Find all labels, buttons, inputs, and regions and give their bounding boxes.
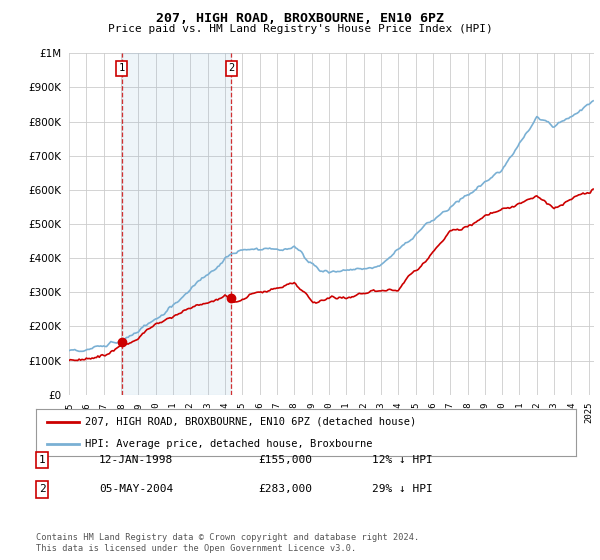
Text: 12% ↓ HPI: 12% ↓ HPI [372,455,433,465]
Text: 12-JAN-1998: 12-JAN-1998 [99,455,173,465]
Text: HPI: Average price, detached house, Broxbourne: HPI: Average price, detached house, Brox… [85,438,372,449]
Text: 1: 1 [38,455,46,465]
Bar [122,53,232,395]
Text: 207, HIGH ROAD, BROXBOURNE, EN10 6PZ: 207, HIGH ROAD, BROXBOURNE, EN10 6PZ [156,12,444,25]
Text: Price paid vs. HM Land Registry's House Price Index (HPI): Price paid vs. HM Land Registry's House … [107,24,493,34]
Text: 2: 2 [228,63,235,73]
Text: Contains HM Land Registry data © Crown copyright and database right 2024.
This d: Contains HM Land Registry data © Crown c… [36,533,419,553]
Text: 05-MAY-2004: 05-MAY-2004 [99,484,173,494]
Text: 2: 2 [38,484,46,494]
Text: £283,000: £283,000 [258,484,312,494]
Text: £155,000: £155,000 [258,455,312,465]
Text: 1: 1 [119,63,125,73]
Text: 207, HIGH ROAD, BROXBOURNE, EN10 6PZ (detached house): 207, HIGH ROAD, BROXBOURNE, EN10 6PZ (de… [85,417,416,427]
Text: 29% ↓ HPI: 29% ↓ HPI [372,484,433,494]
